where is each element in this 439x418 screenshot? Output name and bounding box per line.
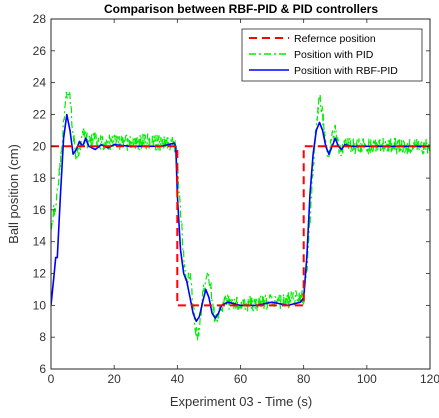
x-tick-label: 120 <box>420 372 439 386</box>
series-line-2 <box>51 113 430 323</box>
x-tick-label: 100 <box>357 372 377 386</box>
legend-box <box>241 28 423 82</box>
legend-label-1: Position with PID <box>294 49 374 61</box>
x-tick-label: 60 <box>234 372 248 386</box>
series-line-1 <box>51 90 430 341</box>
series-group <box>51 90 430 341</box>
y-tick-label: 18 <box>33 171 47 185</box>
legend-label-0: Refernce position <box>294 33 376 45</box>
y-tick-label: 22 <box>33 107 47 121</box>
y-tick-label: 24 <box>33 76 47 90</box>
y-tick-label: 12 <box>33 267 47 281</box>
y-tick-label: 6 <box>39 362 46 376</box>
y-axis-label: Ball position (cm) <box>6 144 21 244</box>
axis-ticks: 0 20 40 60 80 100 120 6 8 10 12 14 16 18 20 22 24 26 28 <box>33 12 439 386</box>
plot-area: 0 20 40 60 80 100 120 6 8 10 12 14 16 18 20 22 24 26 28 <box>33 12 439 386</box>
y-tick-label: 8 <box>39 330 46 344</box>
y-tick-label: 10 <box>33 298 47 312</box>
y-tick-label: 20 <box>33 139 47 153</box>
x-tick-label: 80 <box>297 372 311 386</box>
y-tick-label: 16 <box>33 203 47 217</box>
y-tick-label: 26 <box>33 44 47 58</box>
y-tick-label: 28 <box>33 12 47 26</box>
x-tick-label: 0 <box>48 372 55 386</box>
x-tick-label: 40 <box>171 372 185 386</box>
legend-label-2: Position with RBF-PID <box>294 65 398 77</box>
y-tick-label: 14 <box>33 235 47 249</box>
series-line-0 <box>51 145 430 307</box>
chart-title: Comparison between RBF-PID & PID control… <box>104 2 378 16</box>
x-tick-label: 20 <box>107 372 121 386</box>
legend: Refernce position Position with PID Positi… <box>241 28 423 82</box>
x-axis-label: Experiment 03 - Time (s) <box>170 394 312 409</box>
